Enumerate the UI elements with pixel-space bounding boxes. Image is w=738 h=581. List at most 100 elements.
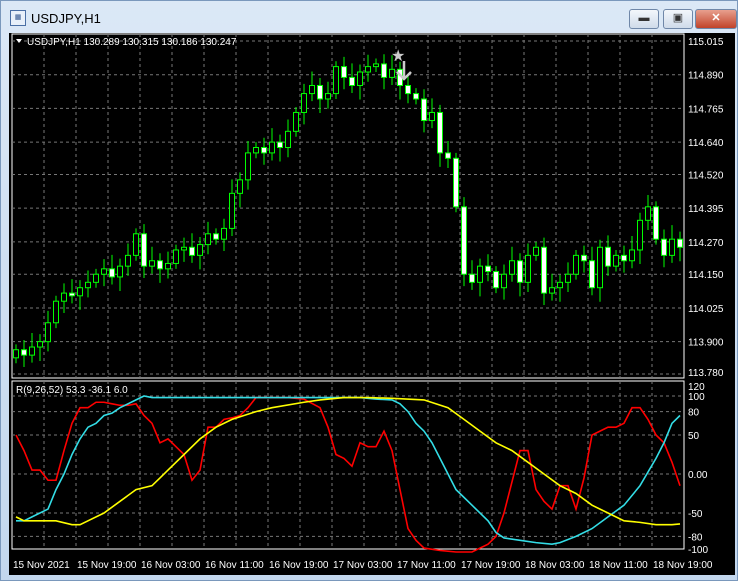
sell-arrow-icon [396,61,412,81]
candle [181,237,187,262]
oscillator-line-1 [16,395,681,546]
candle [261,137,267,165]
candle-body [669,238,675,256]
candle-body [69,292,75,297]
candle [253,142,259,159]
candle-body [293,111,299,132]
oscillator-tick-label: 0.00 [688,470,708,481]
time-axis-label: 17 Nov 11:00 [397,560,456,571]
candle [85,270,91,298]
candle-body [213,233,219,240]
candle-body [205,233,211,246]
minimize-button[interactable]: ▬ [629,9,659,29]
candle [205,221,211,255]
candle [589,246,595,296]
candle [565,262,571,293]
candle-body [53,300,59,324]
candle-body [325,93,331,100]
time-axis-label: 17 Nov 03:00 [333,560,393,571]
candle-body [221,227,227,240]
candle [389,55,395,85]
candle-body [277,141,283,149]
candle [245,141,251,190]
oscillator-tick-label: 120 [688,382,705,393]
candle [13,344,19,364]
chart-canvas[interactable]: ★ 115.015 114.890 114.765 114.640 114.520 114.… [9,33,735,575]
candle [461,197,467,287]
time-axis-label: 15 Nov 19:00 [77,560,137,571]
candle [429,98,435,129]
candle [597,239,603,302]
chart-symbol-label[interactable]: USDJPY,H1 130.289 130.315 130.186 130.24… [27,37,237,48]
candle-body [165,262,171,270]
price-tick-label: 114.890 [688,71,724,82]
candle-body [109,268,115,278]
candle-body [637,219,643,251]
price-tick-label: 114.150 [688,270,724,281]
candle-body [405,84,411,95]
price-tick-label: 114.025 [688,304,724,315]
candle-body [613,254,619,267]
candle-body [453,157,459,208]
candle [405,73,411,104]
time-axis-label: 16 Nov 03:00 [141,560,201,571]
candle [237,172,243,208]
candle [437,104,443,167]
candle-body [653,206,659,240]
candle [285,119,291,158]
candle [549,273,555,301]
candle-body [445,152,451,159]
candle [669,225,675,263]
oscillator-tick-label: -100 [688,545,708,556]
candle-body [493,271,499,289]
candle [61,283,67,314]
candle [133,228,139,261]
candle [341,56,347,90]
candle [509,246,515,282]
candle [317,77,323,113]
candle [301,83,307,125]
candle-body [13,349,19,359]
candle-body [429,111,435,122]
restore-button[interactable]: ▣ [663,9,693,29]
candle [541,237,547,305]
candle [413,88,419,105]
candle [189,233,195,263]
candle-body [117,265,123,278]
oscillator-tick-label: 50 [688,431,700,442]
candle [197,237,203,270]
candle-body [77,287,83,297]
candle [397,61,403,100]
candle [309,71,315,102]
candle [77,280,83,310]
candle-body [365,66,371,73]
candle-body [573,254,579,275]
close-button[interactable]: ✕ [695,9,737,29]
candle [637,212,643,264]
candle [93,268,99,288]
candle [533,241,539,261]
candle [29,333,35,363]
candle-body [125,254,131,267]
candle-body [437,111,443,154]
oscillator-tick-label: 80 [688,408,700,419]
candle-body [253,147,259,154]
candle [109,254,115,285]
candle [349,63,355,94]
candle [141,224,147,279]
candle-body [621,254,627,262]
candle [165,251,171,279]
oscillator-tick-label: -50 [688,509,703,520]
candle [621,245,627,273]
candle [157,253,163,283]
candle [573,249,579,280]
candle-body [101,268,107,275]
price-tick-label: 114.395 [688,204,724,215]
chart-area[interactable]: ★ 115.015 114.890 114.765 114.640 114.520 114.… [9,33,735,575]
candle-body [29,346,35,356]
candle [45,310,51,352]
candle-body [197,244,203,256]
candle-body [461,206,467,275]
star-icon: ★ [391,48,405,65]
dropdown-triangle-icon[interactable] [16,39,22,43]
